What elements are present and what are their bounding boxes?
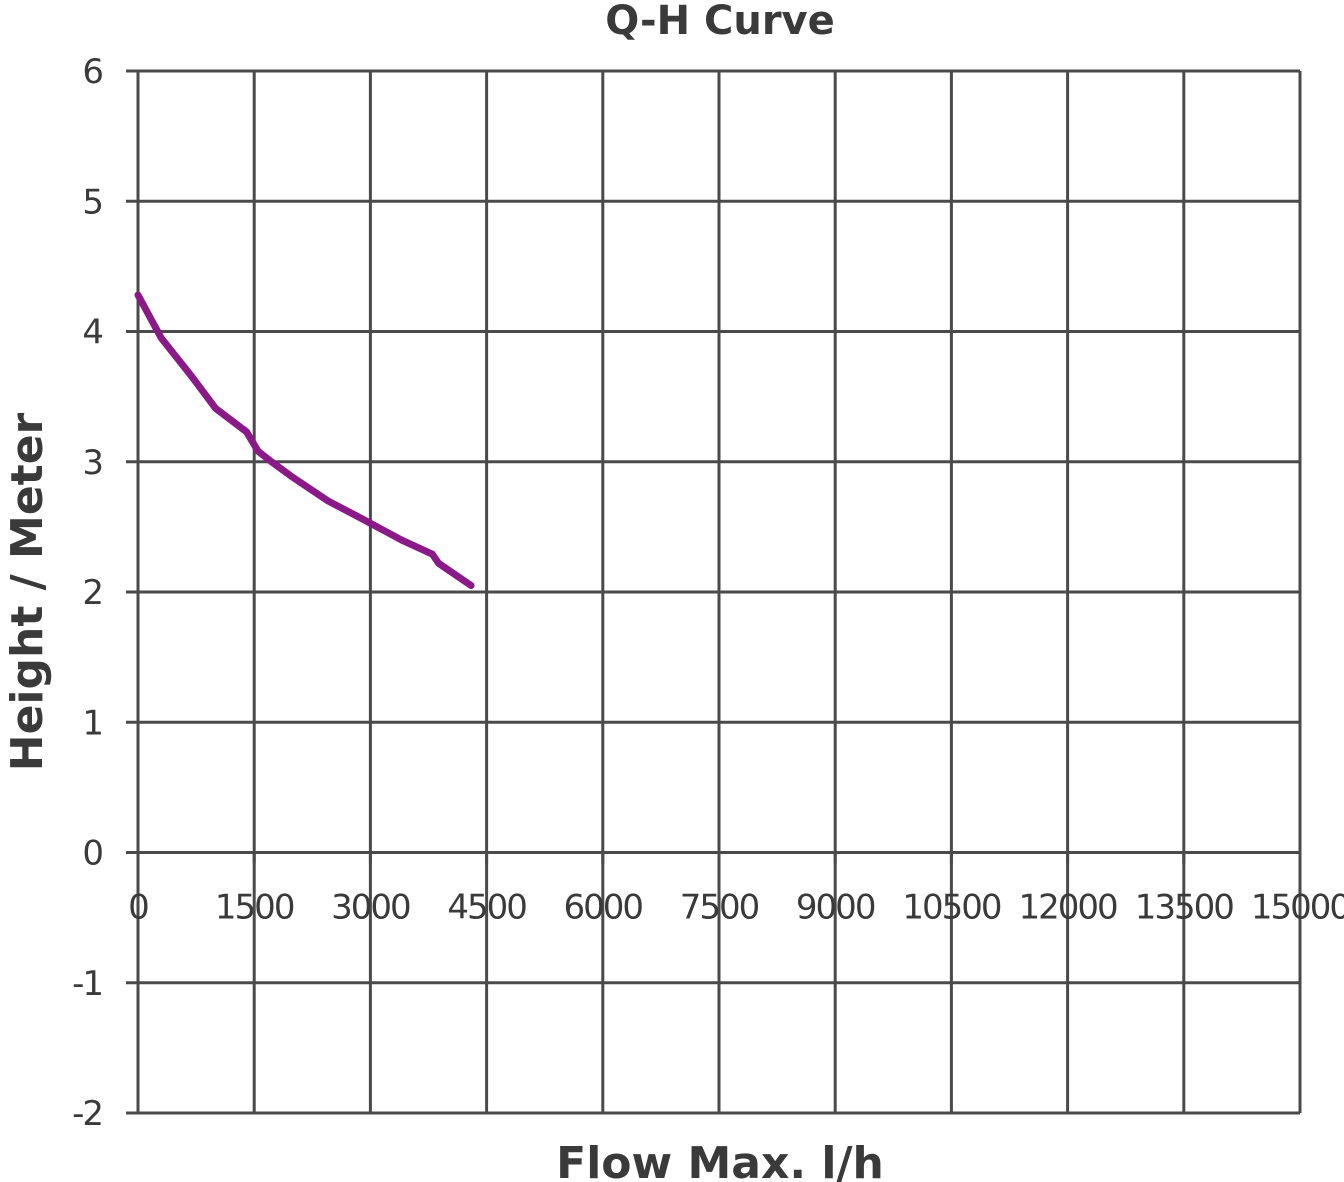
y-tick-label-2: 0 [82,834,102,874]
x-tick-label-7: 10500 [902,888,1001,928]
y-tick-label-3: 1 [82,703,102,743]
y-tick-label-6: 4 [82,313,102,353]
y-tick-label-0: -2 [72,1094,102,1134]
x-tick-label-4: 6000 [564,888,643,928]
axis-ticks [126,69,1302,1115]
x-tick-label-1: 1500 [215,888,294,928]
y-axis-label: Height / Meter [2,412,53,771]
x-axis-label: Flow Max. l/h [556,1138,884,1182]
series-line-0 [134,291,475,589]
y-tick-label-8: 6 [82,52,102,92]
chart-title: Q-H Curve [605,0,835,44]
x-tick-label-3: 4500 [447,888,526,928]
y-tick-label-5: 3 [82,443,102,483]
x-tick-label-5: 7500 [680,888,759,928]
series-layer [134,291,475,589]
x-tick-label-9: 13500 [1135,888,1234,928]
x-tick-label-8: 12000 [1019,888,1118,928]
grid [136,69,1302,1115]
x-tick-label-6: 9000 [796,888,875,928]
x-tick-label-0: 0 [128,888,148,928]
y-tick-labels: -2 -1 0 1 2 3 4 5 6 [72,52,104,1134]
x-tick-labels: 0 1500 3000 4500 6000 7500 9000 10500 12000 13500… [128,888,1344,928]
x-tick-label-10: 15000 [1251,888,1344,928]
y-tick-label-7: 5 [82,182,102,222]
y-tick-label-1: -1 [72,964,102,1004]
y-tick-label-4: 2 [82,573,102,613]
x-tick-label-2: 3000 [331,888,410,928]
